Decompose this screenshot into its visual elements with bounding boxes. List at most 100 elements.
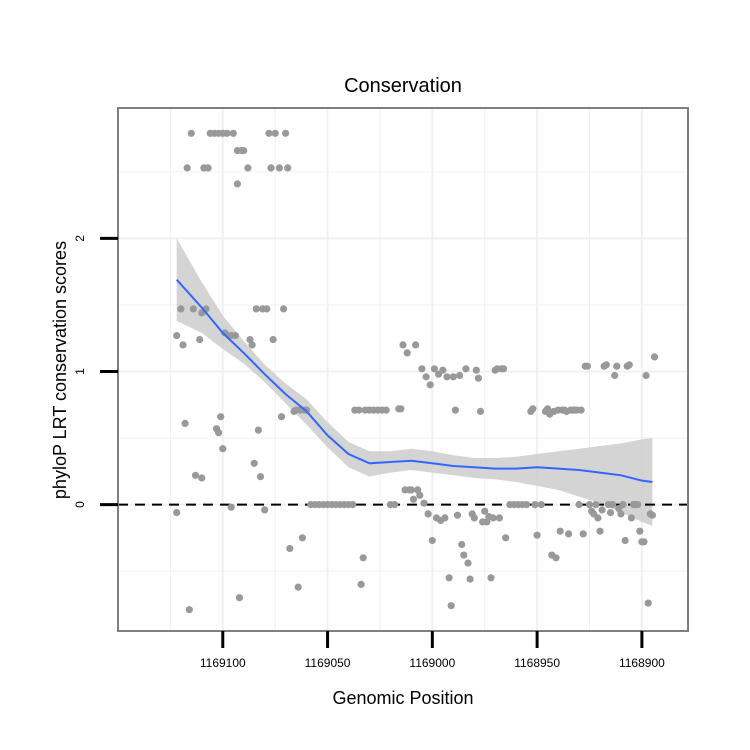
- data-point: [252, 305, 260, 313]
- data-point: [240, 147, 248, 155]
- data-point: [181, 419, 189, 427]
- data-point: [189, 305, 197, 313]
- data-point: [298, 534, 306, 542]
- data-point: [552, 554, 560, 562]
- data-point: [500, 365, 508, 373]
- data-point: [617, 510, 625, 518]
- data-point: [430, 365, 438, 373]
- data-point: [594, 514, 602, 522]
- data-point: [650, 353, 659, 361]
- data-point: [428, 536, 436, 545]
- x-tick-label: 1169000: [409, 656, 455, 670]
- data-point: [294, 583, 302, 591]
- data-point: [280, 305, 288, 313]
- data-point: [286, 544, 294, 553]
- data-point: [462, 365, 470, 373]
- panel-border: [117, 107, 689, 632]
- data-point: [420, 499, 428, 507]
- data-point: [606, 508, 615, 517]
- data-point: [263, 305, 271, 313]
- data-point: [177, 305, 185, 313]
- data-point: [443, 373, 451, 381]
- data-point: [531, 501, 539, 509]
- data-point: [271, 129, 279, 137]
- data-point: [592, 501, 600, 509]
- data-point: [250, 459, 258, 467]
- y-axis-label: phyloP LRT conservation scores: [50, 241, 70, 499]
- data-point: [233, 180, 241, 188]
- data-point: [466, 575, 474, 583]
- data-point: [267, 164, 275, 172]
- data-point: [474, 374, 482, 382]
- data-point: [575, 501, 583, 509]
- data-point: [472, 366, 480, 374]
- data-point: [537, 501, 545, 509]
- data-point: [303, 406, 311, 414]
- data-point: [357, 580, 365, 589]
- data-point: [598, 506, 606, 514]
- data-point: [487, 574, 495, 582]
- data-point: [231, 332, 239, 340]
- data-point: [284, 164, 292, 172]
- confidence-band: [176, 238, 653, 526]
- data-point: [397, 405, 405, 413]
- data-point: [196, 336, 204, 344]
- data-point: [426, 381, 434, 389]
- data-point: [458, 540, 466, 549]
- data-point: [399, 341, 407, 349]
- data-point: [223, 129, 231, 137]
- data-point: [183, 164, 191, 172]
- data-point: [470, 514, 478, 522]
- data-point: [277, 413, 286, 421]
- data-point: [215, 429, 223, 437]
- data-point: [583, 362, 592, 370]
- data-point: [412, 341, 420, 349]
- confidence-band-layer: [176, 238, 653, 526]
- x-tick-label: 1169050: [305, 656, 351, 670]
- data-point: [244, 164, 252, 172]
- data-point: [269, 336, 277, 344]
- data-point: [621, 536, 629, 545]
- data-point: [355, 406, 363, 414]
- data-point: [416, 491, 424, 499]
- data-point: [634, 501, 642, 509]
- data-point: [619, 501, 627, 509]
- data-point: [391, 501, 399, 509]
- data-point: [456, 371, 464, 380]
- data-point: [627, 514, 636, 522]
- y-tick-label: 0: [73, 501, 87, 508]
- data-point: [403, 349, 411, 357]
- data-point: [451, 406, 459, 414]
- data-point: [173, 332, 181, 340]
- data-point: [414, 486, 422, 494]
- data-point: [640, 538, 648, 546]
- data-point: [282, 129, 290, 137]
- data-point: [642, 371, 650, 380]
- data-point: [179, 341, 187, 349]
- data-point: [424, 510, 432, 518]
- data-point: [235, 594, 244, 602]
- data-point: [613, 362, 621, 370]
- data-point: [579, 530, 587, 538]
- data-point: [565, 530, 573, 538]
- data-point: [349, 501, 357, 509]
- data-point: [187, 129, 195, 137]
- data-point: [556, 527, 564, 535]
- data-point: [407, 486, 415, 494]
- x-tick-label: 1169100: [200, 656, 246, 670]
- y-axis: 0 1 2: [73, 235, 118, 508]
- data-point: [261, 506, 269, 514]
- data-point: [422, 373, 430, 381]
- data-point: [256, 473, 265, 481]
- smooth-line-layer: [175, 279, 653, 483]
- data-point: [217, 413, 225, 421]
- data-point: [441, 514, 449, 522]
- x-tick-label: 1168900: [619, 656, 665, 670]
- data-point: [265, 129, 273, 137]
- data-point: [439, 366, 447, 374]
- data-point: [476, 407, 485, 415]
- x-axis-label: Genomic Position: [332, 688, 473, 708]
- data-point: [447, 602, 455, 610]
- data-point: [460, 551, 468, 559]
